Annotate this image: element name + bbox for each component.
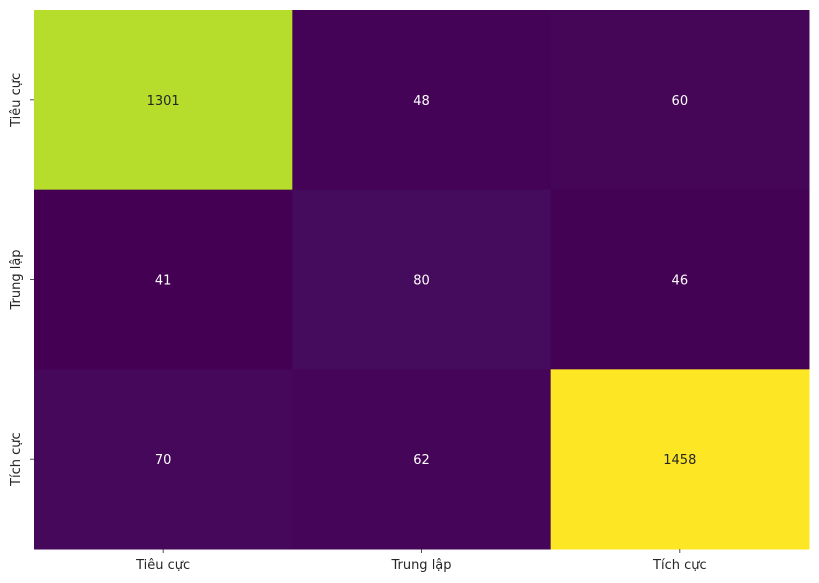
heatmap-cell-0-0: [34, 10, 293, 191]
heatmap-cell-0-2: [550, 10, 810, 191]
y-tick-label-1: Trung lập: [9, 249, 24, 310]
cell-value-1-0: 41: [155, 274, 172, 289]
y-axis: Tiêu cực Trung lập Tích cực: [9, 73, 34, 487]
cell-value-2-1: 62: [413, 453, 430, 468]
heatmap-cell-0-1: [292, 10, 552, 191]
heatmap-cell-labels: 1301 48 60 41 80 46 70 62 1458: [147, 94, 697, 468]
y-tick-label-2: Tích cực: [9, 432, 24, 487]
heatmap-cell-1-0: [34, 189, 293, 370]
heatmap-cell-1-2: [550, 189, 810, 370]
heatmap-cell-1-1: [292, 189, 552, 370]
y-axis-ticks: [30, 99, 34, 460]
heatmap-cell-2-1: [292, 369, 552, 550]
heatmap-cell-2-0: [34, 369, 293, 550]
cell-value-0-2: 60: [672, 94, 689, 109]
heatmap-cell-2-2: [550, 369, 810, 550]
heatmap-cells: [34, 10, 810, 550]
y-tick-label-0: Tiêu cực: [9, 73, 24, 128]
cell-value-2-2: 1458: [663, 453, 696, 468]
x-axis: Tiêu cực Trung lập Tích cực: [135, 549, 707, 573]
cell-value-2-0: 70: [155, 453, 172, 468]
cell-value-1-1: 80: [413, 274, 430, 289]
cell-value-1-2: 46: [672, 274, 689, 289]
x-tick-label-1: Trung lập: [390, 558, 451, 573]
x-tick-label-2: Tích cực: [652, 558, 707, 573]
cell-value-0-0: 1301: [147, 94, 180, 109]
x-axis-ticks: [162, 549, 681, 554]
cell-value-0-1: 48: [413, 94, 430, 109]
x-tick-label-0: Tiêu cực: [135, 558, 190, 573]
